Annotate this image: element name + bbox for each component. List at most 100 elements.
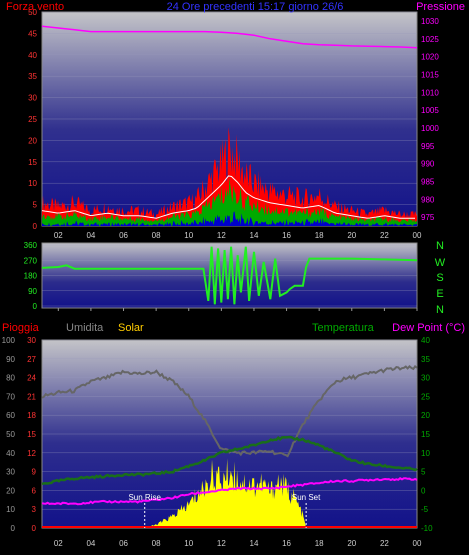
x-tick-label: 14 bbox=[250, 539, 259, 548]
x-tick-label: 04 bbox=[86, 539, 95, 548]
x-tick-label: 04 bbox=[86, 231, 95, 240]
direction-y-tick-label: 180 bbox=[24, 272, 38, 281]
pressure-y-tick-label: 1025 bbox=[421, 35, 439, 44]
solar-title: Solar bbox=[118, 322, 144, 334]
direction-line bbox=[41, 246, 418, 305]
rain-y-tick-label: 12 bbox=[27, 449, 36, 458]
x-tick-label: 02 bbox=[54, 539, 63, 548]
dewpoint-line bbox=[41, 476, 418, 506]
dir-label-e: E bbox=[436, 288, 443, 300]
temp-y-tick-label: 0 bbox=[421, 486, 426, 495]
rain-y-tick-label: 0 bbox=[32, 524, 37, 533]
humidity-y-tick-label: 0 bbox=[11, 524, 16, 533]
temp-y-tick-label: 35 bbox=[421, 355, 430, 364]
temp-y-tick-label: 40 bbox=[421, 336, 430, 345]
pressure-y-tick-label: 1010 bbox=[421, 88, 439, 97]
direction-y-tick-label: 0 bbox=[33, 302, 38, 311]
rain-y-tick-label: 3 bbox=[32, 505, 37, 514]
temp-y-tick-label: 5 bbox=[421, 468, 426, 477]
humidity-line bbox=[41, 364, 418, 458]
rain-y-tick-label: 6 bbox=[32, 486, 37, 495]
wind-y-tick-label: 10 bbox=[28, 179, 37, 188]
humidity-y-tick-label: 10 bbox=[6, 505, 15, 514]
pressure-y-tick-label: 995 bbox=[421, 142, 435, 151]
rain-title: Pioggia bbox=[2, 322, 40, 334]
wind-y-tick-label: 20 bbox=[28, 136, 37, 145]
wind-y-tick-label: 40 bbox=[28, 51, 37, 60]
direction-y-tick-label: 270 bbox=[24, 256, 38, 265]
temp-y-tick-label: 30 bbox=[421, 374, 430, 383]
tick-labels: 0510152025303540455097598098599099510001… bbox=[2, 8, 440, 548]
rain-y-tick-label: 21 bbox=[27, 392, 36, 401]
rain-y-tick-label: 30 bbox=[27, 336, 36, 345]
x-tick-label: 22 bbox=[380, 539, 389, 548]
rain-y-tick-label: 9 bbox=[32, 468, 37, 477]
pressure-y-tick-label: 990 bbox=[421, 160, 435, 169]
wind-y-tick-label: 5 bbox=[33, 201, 38, 210]
wind-speed-title: Forza vento bbox=[6, 1, 64, 13]
humidity-y-tick-label: 80 bbox=[6, 374, 15, 383]
rain-y-tick-label: 24 bbox=[27, 374, 36, 383]
temp-y-tick-label: -10 bbox=[421, 524, 433, 533]
rain-y-tick-label: 15 bbox=[27, 430, 36, 439]
chart-period-title: 24 Ore precedenti 15:17 giorno 26/6 bbox=[167, 1, 344, 13]
wind-avg-area bbox=[42, 178, 417, 226]
temp-y-tick-label: 20 bbox=[421, 411, 430, 420]
direction-y-tick-label: 360 bbox=[24, 241, 38, 250]
pressure-y-tick-label: 1005 bbox=[421, 106, 439, 115]
pressure-y-tick-label: 985 bbox=[421, 177, 435, 186]
wind-y-tick-label: 25 bbox=[28, 115, 37, 124]
wind-y-tick-label: 45 bbox=[28, 29, 37, 38]
humidity-y-tick-label: 70 bbox=[6, 392, 15, 401]
temp-y-tick-label: 25 bbox=[421, 392, 430, 401]
x-tick-label: 12 bbox=[217, 231, 226, 240]
pressure-y-tick-label: 1030 bbox=[421, 17, 439, 26]
dir-label-w: W bbox=[435, 257, 446, 269]
x-tick-label: 18 bbox=[315, 539, 324, 548]
dewpoint-title: Dew Point (°C) bbox=[392, 322, 465, 334]
humidity-title: Umidita bbox=[66, 322, 104, 334]
x-tick-label: 10 bbox=[184, 539, 193, 548]
x-tick-label: 02 bbox=[54, 231, 63, 240]
wind-y-tick-label: 15 bbox=[28, 158, 37, 167]
solar-area bbox=[144, 458, 307, 528]
x-tick-label: 22 bbox=[380, 231, 389, 240]
temp-y-tick-label: -5 bbox=[421, 505, 429, 514]
temp-y-tick-label: 15 bbox=[421, 430, 430, 439]
humidity-y-tick-label: 50 bbox=[6, 430, 15, 439]
x-tick-label: 08 bbox=[152, 539, 161, 548]
pressure-y-tick-label: 1020 bbox=[421, 53, 439, 62]
x-tick-label: 06 bbox=[119, 231, 128, 240]
x-tick-label: 16 bbox=[282, 539, 291, 548]
dir-label-s: S bbox=[436, 272, 443, 284]
dir-label-n1: N bbox=[436, 240, 444, 252]
pressure-line bbox=[41, 25, 418, 49]
sunrise-label: Sun Rise bbox=[128, 493, 161, 502]
wind-y-tick-label: 0 bbox=[33, 222, 38, 231]
wind-mean-line bbox=[41, 175, 415, 219]
humidity-y-tick-label: 60 bbox=[6, 411, 15, 420]
x-tick-label: 00 bbox=[413, 539, 422, 548]
humidity-y-tick-label: 100 bbox=[2, 336, 16, 345]
humidity-y-tick-label: 90 bbox=[6, 355, 15, 364]
temp-y-tick-label: 10 bbox=[421, 449, 430, 458]
wind-y-tick-label: 50 bbox=[28, 8, 37, 17]
wind-y-tick-label: 35 bbox=[28, 72, 37, 81]
x-tick-label: 08 bbox=[152, 231, 161, 240]
x-tick-label: 00 bbox=[413, 231, 422, 240]
x-tick-label: 16 bbox=[282, 231, 291, 240]
x-tick-label: 14 bbox=[250, 231, 259, 240]
rain-y-tick-label: 27 bbox=[27, 355, 36, 364]
sunset-label: Sun Set bbox=[292, 493, 321, 502]
x-tick-label: 20 bbox=[347, 539, 356, 548]
pressure-y-tick-label: 1015 bbox=[421, 70, 439, 79]
series-layer: Sun Rise Sun Set bbox=[41, 25, 418, 528]
temperature-line bbox=[41, 435, 418, 485]
direction-y-tick-label: 90 bbox=[28, 287, 37, 296]
pressure-y-tick-label: 975 bbox=[421, 213, 435, 222]
pressure-y-tick-label: 980 bbox=[421, 195, 435, 204]
wind-low-area bbox=[42, 211, 417, 226]
humidity-y-tick-label: 40 bbox=[6, 449, 15, 458]
dir-label-n2: N bbox=[436, 304, 444, 316]
